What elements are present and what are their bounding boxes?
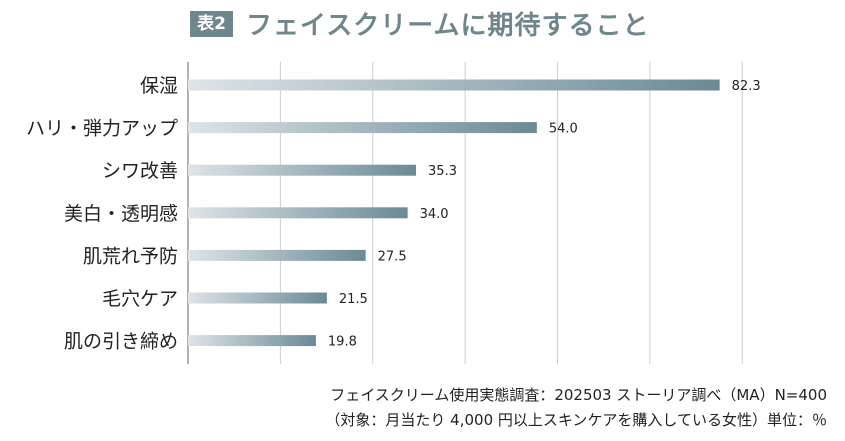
category-label: 肌の引き締め (64, 331, 178, 353)
bar (188, 249, 366, 261)
value-label: 82.3 (732, 79, 761, 94)
bar (188, 335, 316, 347)
value-label: 34.0 (420, 207, 449, 222)
value-label: 19.8 (328, 335, 357, 350)
bar (188, 122, 537, 134)
source-note-line1: フェイスクリーム使用実態調査：202503 ストーリア調べ（MA）N=400 (330, 386, 827, 404)
category-label: シワ改善 (102, 160, 178, 182)
bar (188, 164, 417, 176)
category-label: ハリ・弾力アップ (26, 118, 178, 140)
category-label: 毛穴ケア (102, 288, 178, 310)
bar (188, 79, 720, 91)
category-label: 美白・透明感 (64, 203, 178, 225)
category-label: 肌荒れ予防 (83, 245, 178, 267)
value-label: 21.5 (339, 292, 368, 307)
chart-title: フェイスクリームに期待すること (246, 11, 650, 41)
value-label: 27.5 (378, 249, 407, 264)
value-label: 54.0 (549, 122, 578, 137)
bar (188, 207, 408, 219)
chart-value-labels: 82.3 54.0 35.3 34.0 27.5 21.5 19.8 (328, 79, 761, 350)
value-label: 35.3 (428, 164, 457, 179)
chart-bars (188, 79, 720, 347)
bar (188, 292, 327, 304)
category-label: 保湿 (140, 75, 178, 97)
figure-number-badge: 表2 (190, 11, 233, 37)
source-note-line2: （対象：月当たり 4,000 円以上スキンケアを購入している女性）単位：％ (325, 411, 827, 429)
